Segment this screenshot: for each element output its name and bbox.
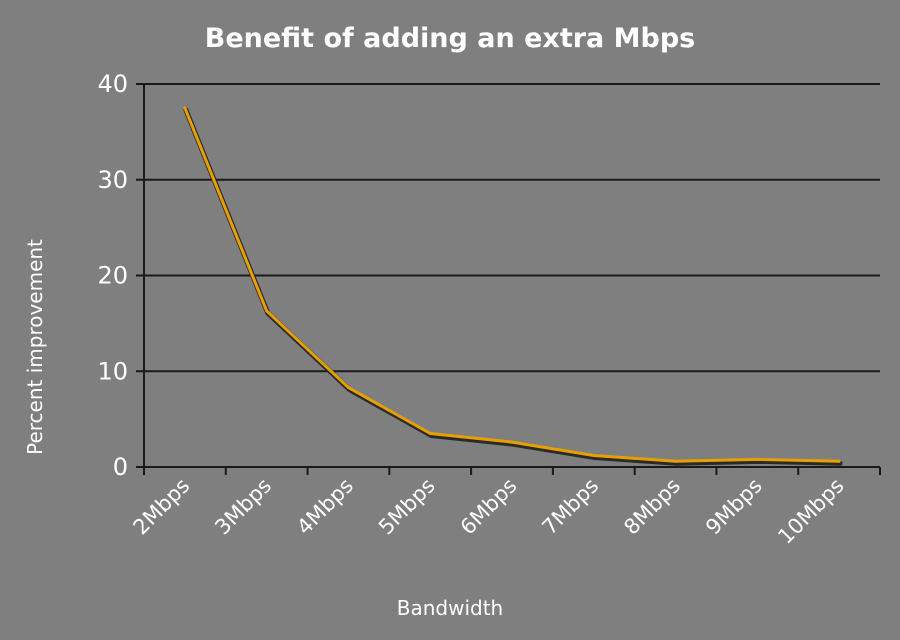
x-tick-label: 6Mbps <box>456 474 522 540</box>
data-point <box>510 440 514 444</box>
x-tick-label: 9Mbps <box>701 474 767 540</box>
data-point <box>592 454 596 458</box>
x-tick-label: 10Mbps <box>773 474 848 549</box>
data-point <box>346 386 350 390</box>
series-layer <box>183 106 843 466</box>
x-tick-label: 5Mbps <box>374 474 440 540</box>
x-tick-label: 8Mbps <box>619 474 685 540</box>
x-tick-label: 4Mbps <box>292 474 358 540</box>
series-line-0 <box>183 106 841 463</box>
x-axis-label: Bandwidth <box>397 596 503 620</box>
series-line-shadow <box>183 107 843 466</box>
data-point <box>755 457 759 461</box>
y-tick-labels: 0 10 20 30 40 <box>97 70 128 481</box>
y-tick-label: 40 <box>97 70 128 98</box>
axes <box>136 83 881 475</box>
y-axis-label: Percent improvement <box>23 239 47 455</box>
data-point <box>183 106 187 110</box>
data-point <box>265 309 269 313</box>
y-tick-label: 0 <box>113 453 128 481</box>
y-tick-label: 10 <box>97 357 128 385</box>
gridlines <box>144 83 880 373</box>
x-tick-label: 3Mbps <box>210 474 276 540</box>
data-point <box>674 459 678 463</box>
data-point <box>837 459 841 463</box>
data-point <box>428 431 432 435</box>
y-tick-label: 30 <box>97 166 128 194</box>
chart-title: Benefit of adding an extra Mbps <box>205 23 696 54</box>
x-tick-labels: 2Mbps 3Mbps 4Mbps 5Mbps 6Mbps 7Mbps 8Mbps 9Mbps… <box>129 474 849 549</box>
y-tick-label: 20 <box>97 262 128 290</box>
x-tick-label: 7Mbps <box>537 474 603 540</box>
x-tick-label: 2Mbps <box>129 474 195 540</box>
